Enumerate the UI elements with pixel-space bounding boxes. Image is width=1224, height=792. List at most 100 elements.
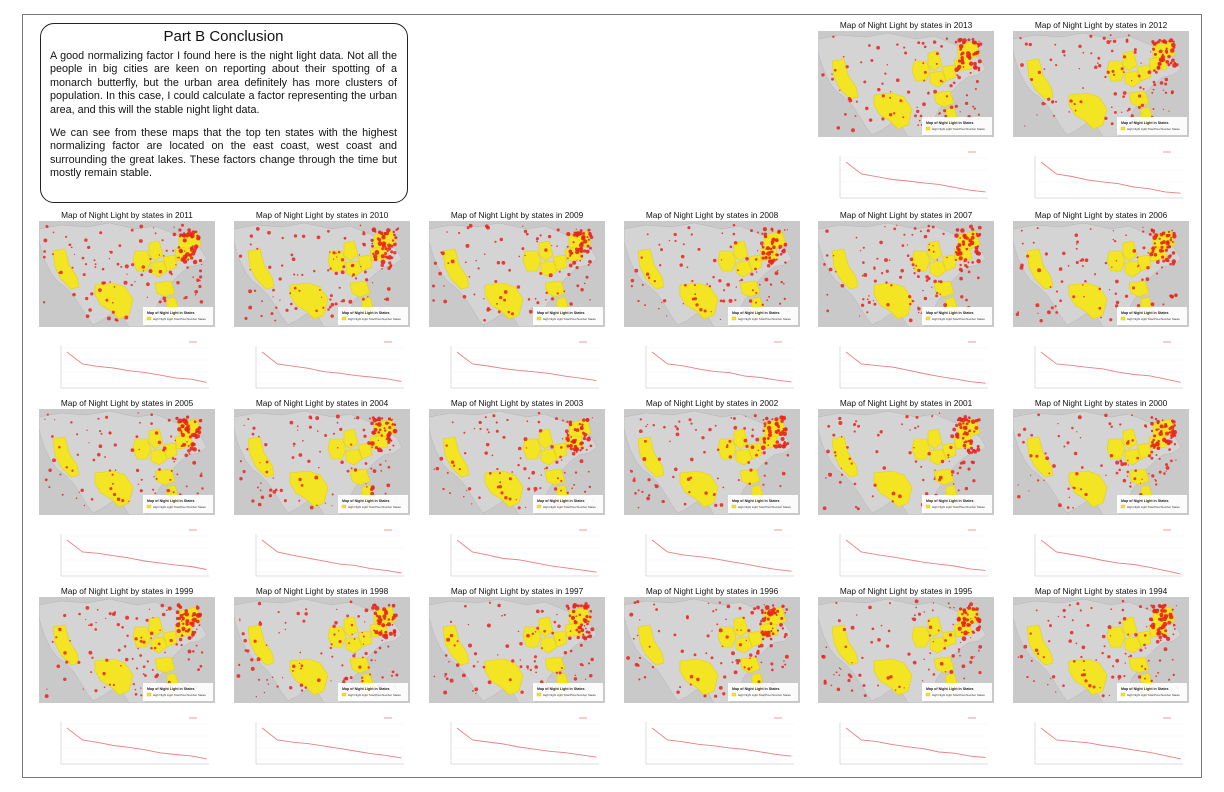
legend-title: Map of Night Light in States	[732, 499, 780, 503]
state-georgia	[1128, 468, 1150, 486]
state-ohio	[552, 254, 568, 272]
night-light-map: Map of Night Light in States High Night L…	[429, 221, 605, 327]
night-light-map: Map of Night Light in States High Night L…	[234, 409, 410, 515]
night-light-map: Map of Night Light in States High Night L…	[39, 597, 215, 703]
map-legend: Map of Night Light in States High Night L…	[1117, 495, 1187, 513]
state-texas	[94, 658, 134, 696]
state-illinois	[911, 250, 931, 272]
state-illinois	[911, 60, 931, 82]
state-georgia	[544, 468, 566, 486]
state-ohio	[747, 254, 763, 272]
night-light-dots	[239, 414, 398, 510]
state-georgia	[544, 656, 566, 674]
legend-item: High Night Light Total Pixel Number Stat…	[932, 317, 985, 321]
state-illinois	[1106, 438, 1126, 460]
trend-line	[66, 351, 207, 383]
legend-item: High Night Light Total Pixel Number Stat…	[1127, 505, 1180, 509]
state-texas	[873, 470, 913, 508]
legend-title: Map of Night Light in States	[1121, 499, 1169, 503]
state-michigan	[1122, 616, 1138, 638]
state-texas	[873, 92, 913, 130]
trend-line	[456, 351, 597, 382]
state-california	[1026, 624, 1054, 666]
map-panel-1994: Map of Night Light by states in 1994 Map…	[1013, 586, 1189, 774]
map-panel-2005: Map of Night Light by states in 2005 Map…	[39, 398, 215, 586]
state-illinois	[522, 626, 542, 648]
state-georgia	[154, 656, 176, 674]
state-michigan	[927, 50, 943, 72]
legend-item: High Night Light Total Pixel Number Stat…	[932, 693, 985, 697]
legend-title: Map of Night Light in States	[732, 687, 780, 691]
map-legend: Map of Night Light in States High Night L…	[922, 307, 992, 325]
state-california	[247, 248, 275, 290]
map-panel-2011: Map of Night Light by states in 2011 Map…	[39, 210, 215, 398]
panel-title: Map of Night Light by states in 2012	[1034, 20, 1168, 30]
night-light-chart	[1034, 529, 1183, 577]
night-light-dots	[822, 412, 981, 511]
trend-line	[651, 351, 792, 383]
legend-title: Map of Night Light in States	[537, 687, 585, 691]
legend-title: Map of Night Light in States	[926, 311, 974, 315]
conclusion-paragraph-1: A good normalizing factor I found here i…	[50, 50, 397, 116]
state-california	[637, 436, 665, 478]
state-california	[831, 436, 859, 478]
map-panel-2000: Map of Night Light by states in 2000 Map…	[1013, 398, 1189, 586]
night-light-chart	[1034, 151, 1183, 199]
state-texas	[484, 470, 524, 508]
state-illinois	[522, 438, 542, 460]
state-california	[637, 624, 665, 666]
trend-line	[1040, 161, 1181, 194]
night-light-chart	[450, 529, 599, 577]
state-indiana	[345, 260, 363, 278]
night-light-chart	[645, 717, 794, 765]
panel-title: Map of Night Light by states in 2000	[1034, 398, 1168, 408]
state-michigan	[927, 616, 943, 638]
state-indiana	[1124, 636, 1142, 654]
legend-title: Map of Night Light in States	[1121, 121, 1169, 125]
legend-item: High Night Light Total Pixel Number Stat…	[543, 317, 596, 321]
night-light-chart	[645, 529, 794, 577]
state-california	[831, 58, 859, 100]
state-michigan	[343, 240, 359, 262]
legend-title: Map of Night Light in States	[147, 687, 195, 691]
night-light-chart	[255, 341, 404, 389]
state-california	[1026, 436, 1054, 478]
state-texas	[873, 282, 913, 320]
map-legend: Map of Night Light in States High Night L…	[533, 495, 603, 513]
night-light-chart	[60, 529, 209, 577]
map-panel-2009: Map of Night Light by states in 2009 Map…	[429, 210, 605, 398]
state-georgia	[349, 468, 371, 486]
state-texas	[873, 658, 913, 696]
night-light-map: Map of Night Light in States High Night L…	[818, 31, 994, 137]
map-legend: Map of Night Light in States High Night L…	[338, 495, 408, 513]
trend-line	[1040, 539, 1181, 575]
state-texas	[289, 658, 329, 696]
state-texas	[679, 282, 719, 320]
legend-title: Map of Night Light in States	[342, 499, 390, 503]
state-michigan	[1122, 240, 1138, 262]
state-indiana	[1124, 448, 1142, 466]
state-california	[52, 248, 80, 290]
trend-line	[261, 351, 402, 382]
legend-item: High Night Light Total Pixel Number Stat…	[153, 693, 206, 697]
legend-item: High Night Light Total Pixel Number Stat…	[153, 317, 206, 321]
state-indiana	[1124, 260, 1142, 278]
trend-line	[1040, 727, 1181, 760]
map-legend: Map of Night Light in States High Night L…	[922, 683, 992, 701]
map-legend: Map of Night Light in States High Night L…	[728, 683, 798, 701]
state-illinois	[911, 438, 931, 460]
state-california	[442, 436, 470, 478]
night-light-map: Map of Night Light in States High Night L…	[624, 597, 800, 703]
panel-title: Map of Night Light by states in 2001	[839, 398, 973, 408]
poster-frame	[22, 14, 1202, 778]
trend-line	[845, 161, 986, 193]
conclusion-box: Part B Conclusion A good normalizing fac…	[40, 23, 408, 203]
night-light-dots	[1017, 413, 1178, 509]
state-illinois	[132, 250, 152, 272]
state-ohio	[941, 64, 957, 82]
state-ohio	[162, 442, 178, 460]
state-georgia	[739, 280, 761, 298]
trend-line	[845, 351, 986, 384]
legend-item: High Night Light Total Pixel Number Stat…	[738, 505, 791, 509]
night-light-chart	[1034, 717, 1183, 765]
